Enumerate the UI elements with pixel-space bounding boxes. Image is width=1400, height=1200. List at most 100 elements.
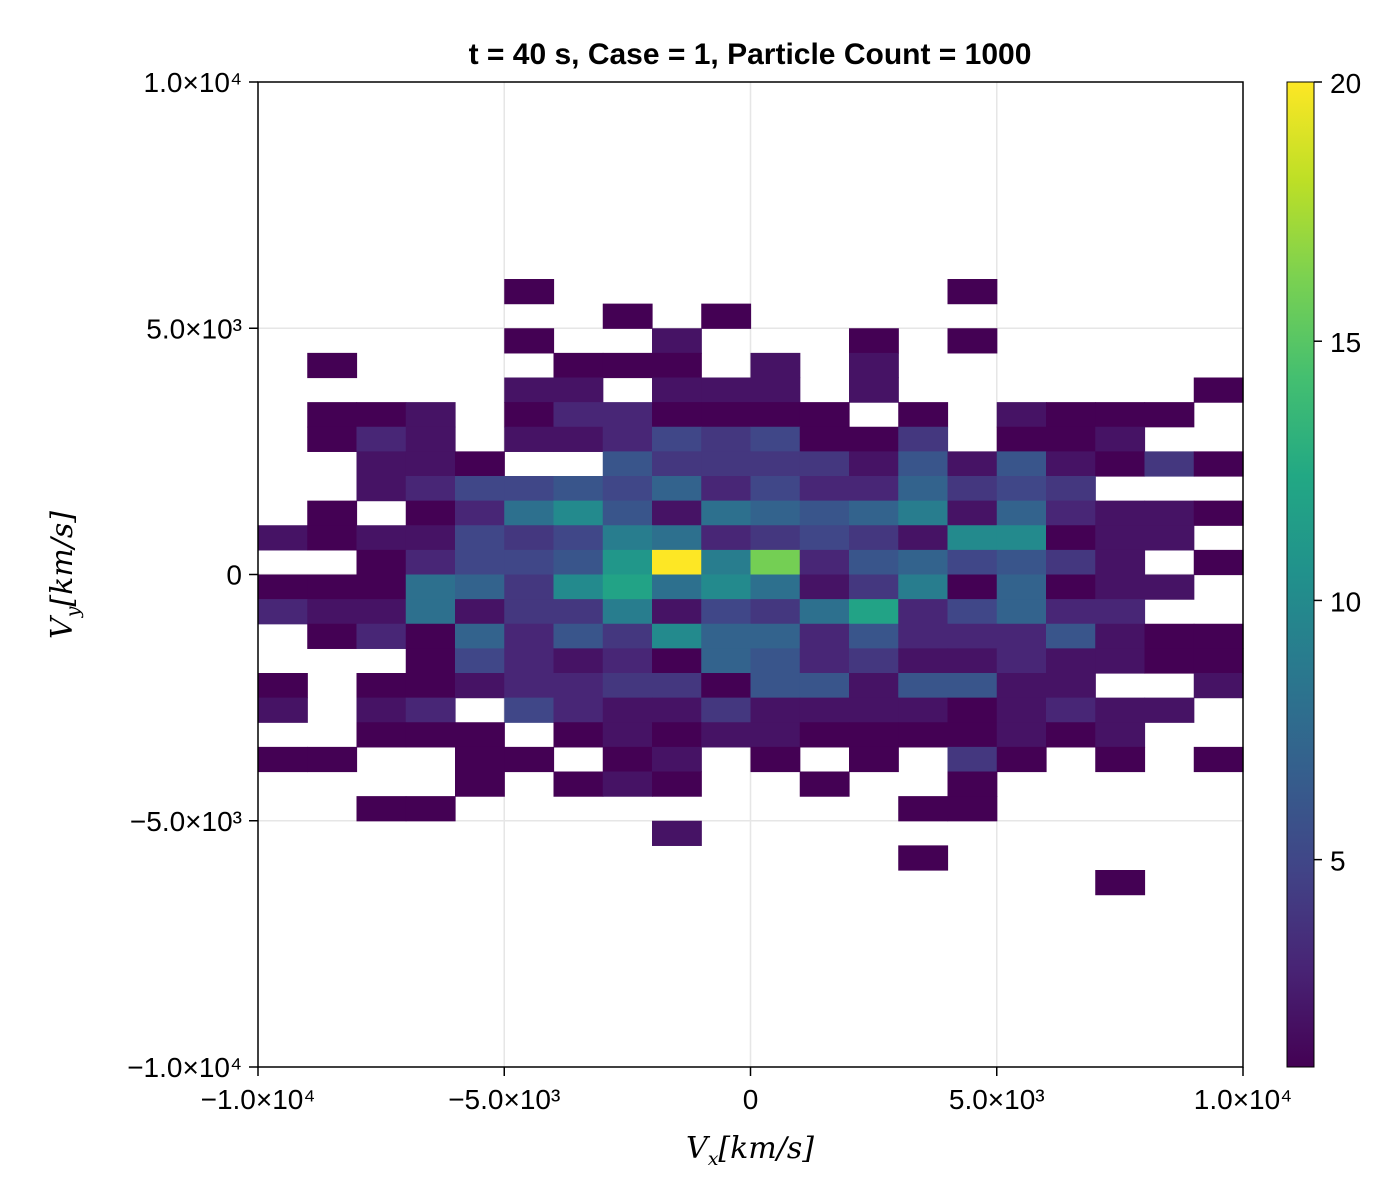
histogram-cell [455,451,505,477]
histogram-cell [504,648,555,674]
histogram-cell [455,623,505,649]
histogram-cell [652,771,702,797]
histogram-cell [1095,722,1146,748]
histogram-cell [701,673,752,699]
histogram-cell [849,377,899,403]
histogram-cell [258,574,308,600]
histogram-cell [1046,426,1096,452]
histogram-cell [356,796,407,822]
histogram-cell [307,402,358,428]
histogram-cell [898,623,949,649]
histogram-cell [652,549,702,576]
histogram-cell [356,549,407,576]
histogram-cell [947,500,998,526]
histogram-cell [750,673,801,699]
histogram-cell [1046,623,1096,649]
histogram-cell [947,328,998,354]
histogram-cell [898,476,949,502]
histogram-cell [849,328,899,354]
histogram-cell [701,648,752,674]
colorbar-ticks: 5 10 15 20 [1314,68,1361,877]
histogram-cell [750,476,801,502]
histogram-cell [750,648,801,674]
histogram-cell [996,500,1047,526]
histogram-cell [258,697,308,723]
histogram-cell [701,574,752,600]
histogram-cell [258,599,308,625]
histogram-cell [553,697,604,723]
histogram-cell [405,648,456,674]
histogram-cell [799,500,850,526]
histogram-cell [652,820,702,846]
histogram-cell [602,623,653,649]
histogram-cell [405,796,456,822]
y-tick-label: −5.0×10³ [130,806,242,837]
histogram-cell [898,648,949,674]
histogram-cell [947,623,998,649]
histogram-cell [799,574,850,600]
histogram-cell [553,426,604,452]
histogram-cell [307,500,358,526]
histogram-cell [898,402,949,428]
histogram-cell [750,525,801,551]
histogram-cell [799,697,850,723]
histogram-cell [898,673,949,699]
histogram-cell [652,500,702,526]
histogram-cell [1193,500,1244,526]
histogram-cell [947,673,998,699]
histogram-cell [356,697,407,723]
histogram-cell [849,525,899,551]
histogram-cell [504,328,555,354]
histogram-cell [652,599,702,625]
histogram-cell [1144,648,1195,674]
histogram-cell [455,673,505,699]
histogram-cell [701,599,752,625]
histogram-cell [405,402,456,428]
histogram-cell [553,673,604,699]
histogram-cell [652,377,702,403]
histogram-cell [750,426,801,452]
histogram-cell [356,426,407,452]
histogram-cell [849,451,899,477]
histogram-cell [750,746,801,773]
histogram-cell [996,476,1047,502]
histogram-cell [898,722,949,748]
histogram-cell [1046,451,1096,477]
histogram-cell [849,549,899,576]
histogram-cell [553,648,604,674]
histogram-cell [1095,426,1146,452]
histogram-cell [1095,574,1146,600]
histogram-cell [701,525,752,551]
histogram-cell [1046,402,1096,428]
histogram-cell [1193,451,1244,477]
histogram-cell [898,525,949,551]
histogram-cell [553,500,604,526]
histogram-cell [799,648,850,674]
histogram-cell [1046,574,1096,600]
histogram-cell [849,574,899,600]
histogram-cell [504,599,555,625]
histogram-cell [849,697,899,723]
histogram-cell [652,476,702,502]
histogram-cell [799,771,850,797]
histogram-cell [356,402,407,428]
histogram-cell [356,525,407,551]
histogram-cell [849,673,899,699]
colorbar-tick-label: 20 [1330,68,1361,99]
histogram-cell [849,599,899,625]
histogram-cell [996,599,1047,625]
histogram-cell [1095,451,1146,477]
histogram-cell [849,352,899,379]
histogram-cell [750,402,801,428]
histogram-cell [652,574,702,600]
histogram-cell [898,451,949,477]
histogram-cell [849,722,899,748]
histogram-cell [701,697,752,723]
histogram-cell [947,279,998,305]
histogram-cell [504,279,555,305]
histogram-cell [996,722,1047,748]
histogram-cell [553,476,604,502]
histogram-cell [602,476,653,502]
histogram-cell [356,476,407,502]
